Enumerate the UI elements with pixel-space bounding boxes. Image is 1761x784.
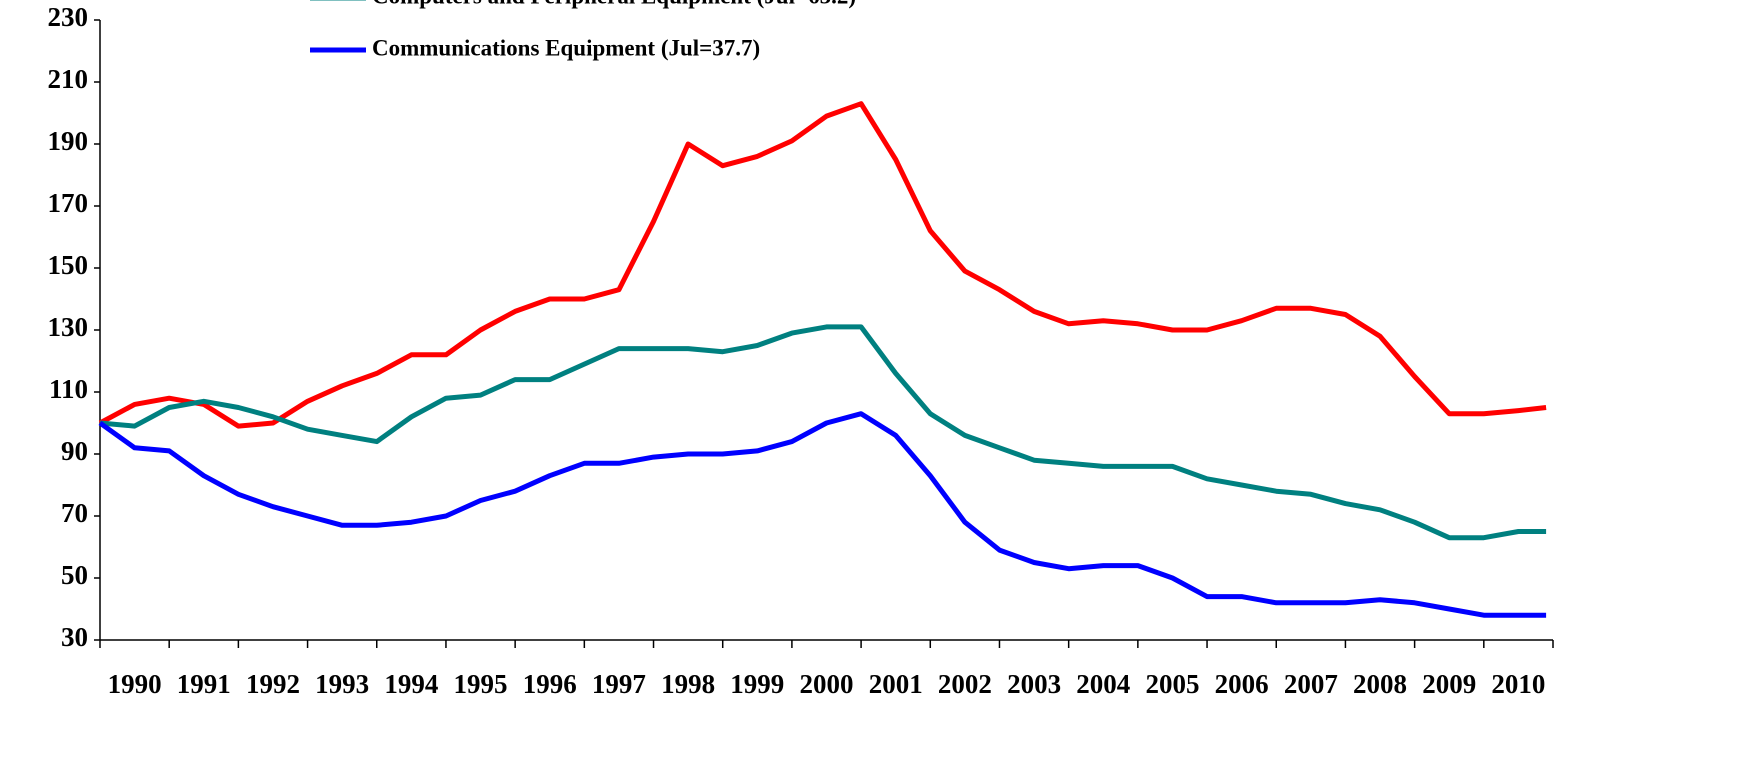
x-tick-label: 1993 [315,669,369,699]
x-tick-label: 2003 [1007,669,1061,699]
x-tick-label: 1992 [246,669,300,699]
y-tick-label: 190 [48,126,89,156]
x-tick-label: 2006 [1215,669,1269,699]
x-tick-label: 1994 [384,669,438,699]
series-line [98,411,1547,618]
series-line [98,101,1547,429]
y-tick-label: 30 [61,622,88,652]
series-line [99,324,1547,541]
x-tick-label: 2002 [938,669,992,699]
x-tick-label: 1998 [661,669,715,699]
x-tick-label: 1995 [454,669,508,699]
x-tick-label: 2000 [800,669,854,699]
x-tick-label: 1990 [108,669,162,699]
x-tick-label: 2005 [1145,669,1199,699]
legend-label: Computers and Peripheral Equipment (Jul=… [372,0,856,8]
x-tick-label: 2008 [1353,669,1407,699]
y-tick-label: 170 [48,188,89,218]
y-tick-label: 70 [61,498,88,528]
x-tick-label: 1996 [523,669,577,699]
x-tick-label: 2007 [1284,669,1338,699]
x-tick-label: 1997 [592,669,646,699]
y-tick-label: 150 [48,250,89,280]
y-tick-label: 50 [61,560,88,590]
x-tick-label: 2010 [1491,669,1545,699]
y-tick-label: 210 [48,64,89,94]
x-tick-label: 2004 [1076,669,1130,699]
x-tick-label: 2009 [1422,669,1476,699]
x-tick-label: 1991 [177,669,231,699]
legend-label: Communications Equipment (Jul=37.7) [372,35,760,60]
y-tick-label: 90 [61,436,88,466]
x-tick-label: 2001 [869,669,923,699]
y-tick-label: 130 [48,312,89,342]
y-tick-label: 110 [49,374,88,404]
y-tick-label: 230 [48,2,89,32]
x-tick-label: 1999 [730,669,784,699]
